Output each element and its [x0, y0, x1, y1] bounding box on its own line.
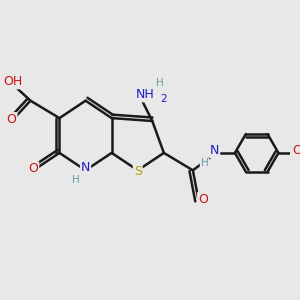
Text: S: S	[134, 165, 142, 178]
Text: N: N	[210, 144, 219, 157]
Text: H: H	[71, 176, 79, 185]
Text: O: O	[7, 113, 16, 126]
Text: N: N	[81, 161, 90, 175]
Text: H: H	[156, 78, 164, 88]
Text: H: H	[201, 158, 208, 168]
Text: OH: OH	[3, 75, 23, 88]
Text: 2: 2	[160, 94, 166, 104]
Text: O: O	[28, 162, 38, 176]
Text: O: O	[198, 193, 208, 206]
Text: NH: NH	[136, 88, 154, 101]
Text: O: O	[292, 144, 300, 157]
